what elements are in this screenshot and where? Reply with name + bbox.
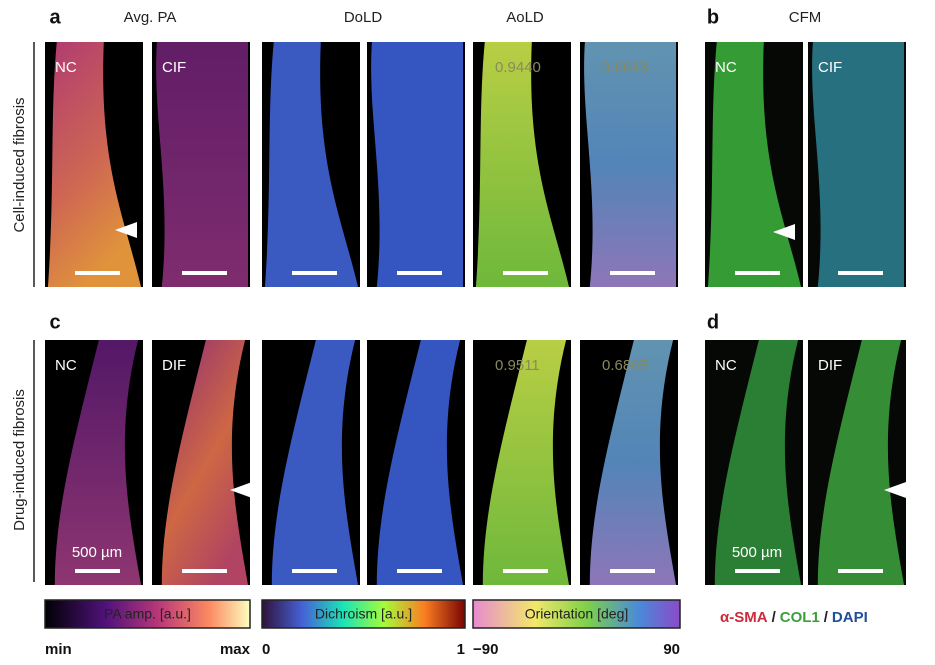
orientation-value: 0.6865 xyxy=(602,357,648,374)
tissue xyxy=(371,42,464,287)
column-header: Avg. PA xyxy=(124,9,177,26)
row-label: Drug-induced fibrosis xyxy=(11,389,28,531)
tissue xyxy=(54,340,142,585)
arrowhead xyxy=(115,222,137,238)
orientation-value: 0.9511 xyxy=(495,357,540,374)
stain-name: / xyxy=(772,609,777,626)
colorbar-min: 0 xyxy=(262,641,270,658)
tissue xyxy=(376,340,464,585)
image-label: NC xyxy=(55,59,77,76)
tissue xyxy=(584,42,677,287)
colorbar xyxy=(472,599,681,629)
column-header: DoLD xyxy=(344,9,383,26)
colorbar-max: 1 xyxy=(457,641,465,658)
scale-label: 500 µm xyxy=(732,544,782,561)
tissue xyxy=(817,340,905,585)
panel-label: c xyxy=(49,311,60,333)
stain-legend: α-SMA / COL1/DAPI xyxy=(720,609,868,626)
image-label: DIF xyxy=(162,357,186,374)
colorbar-max: 90 xyxy=(663,641,680,658)
tissue xyxy=(47,42,142,287)
panel-label: d xyxy=(707,311,719,333)
column-header: CFM xyxy=(789,9,822,26)
image-row: NC 0.9440 NC CIF 0.6643 CIF xyxy=(45,42,906,287)
image-label: NC xyxy=(715,59,737,76)
colorbar-min: −90 xyxy=(473,641,498,658)
panel-label: a xyxy=(49,6,61,28)
colorbar-title: Dichroism [a.u.] xyxy=(315,606,412,622)
stain-name: COL1 xyxy=(780,609,820,626)
image-row: NC 0.9511 NC DIF 0.6865 DIF 500 µm 500 µm xyxy=(45,340,906,585)
colorbar-title: Orientation [deg] xyxy=(525,606,629,622)
colorbar-min: min xyxy=(45,641,72,658)
image-label: CIF xyxy=(162,59,186,76)
orientation-value: 0.9440 xyxy=(495,59,541,76)
tissue xyxy=(156,42,249,287)
stain-name: / xyxy=(824,609,829,626)
tissue xyxy=(707,42,802,287)
arrowhead xyxy=(884,482,906,498)
tissue xyxy=(589,340,677,585)
tissue xyxy=(812,42,905,287)
arrowhead xyxy=(230,482,252,498)
image-label: CIF xyxy=(818,59,842,76)
tissue xyxy=(714,340,802,585)
orientation-value: 0.6643 xyxy=(602,59,648,76)
tissue xyxy=(475,42,570,287)
tissue xyxy=(271,340,359,585)
stain-name: α-SMA xyxy=(720,609,768,626)
scale-label: 500 µm xyxy=(72,544,122,561)
tissue xyxy=(161,340,249,585)
image-label: NC xyxy=(55,357,77,374)
tissue xyxy=(264,42,359,287)
column-header: AoLD xyxy=(506,9,544,26)
colorbar-max: max xyxy=(220,641,251,658)
colorbar-title: PA amp. [a.u.] xyxy=(104,606,191,622)
image-label: NC xyxy=(715,357,737,374)
panel-label: b xyxy=(707,6,719,28)
colorbar xyxy=(44,599,251,629)
stain-name: DAPI xyxy=(832,609,868,626)
image-label: DIF xyxy=(818,357,842,374)
arrowhead xyxy=(773,224,795,240)
colorbar xyxy=(261,599,466,629)
row-label: Cell-induced fibrosis xyxy=(11,97,28,232)
tissue xyxy=(482,340,570,585)
